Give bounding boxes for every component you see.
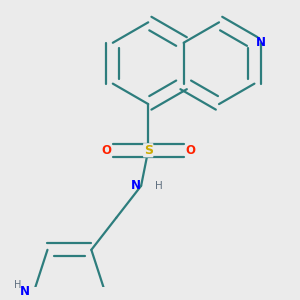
Text: N: N — [20, 285, 30, 298]
Text: H: H — [14, 280, 22, 290]
Text: N: N — [256, 36, 266, 49]
Text: H: H — [155, 181, 163, 191]
Text: O: O — [101, 144, 111, 157]
Text: N: N — [131, 179, 141, 192]
Text: O: O — [185, 144, 196, 157]
Text: S: S — [144, 144, 153, 157]
